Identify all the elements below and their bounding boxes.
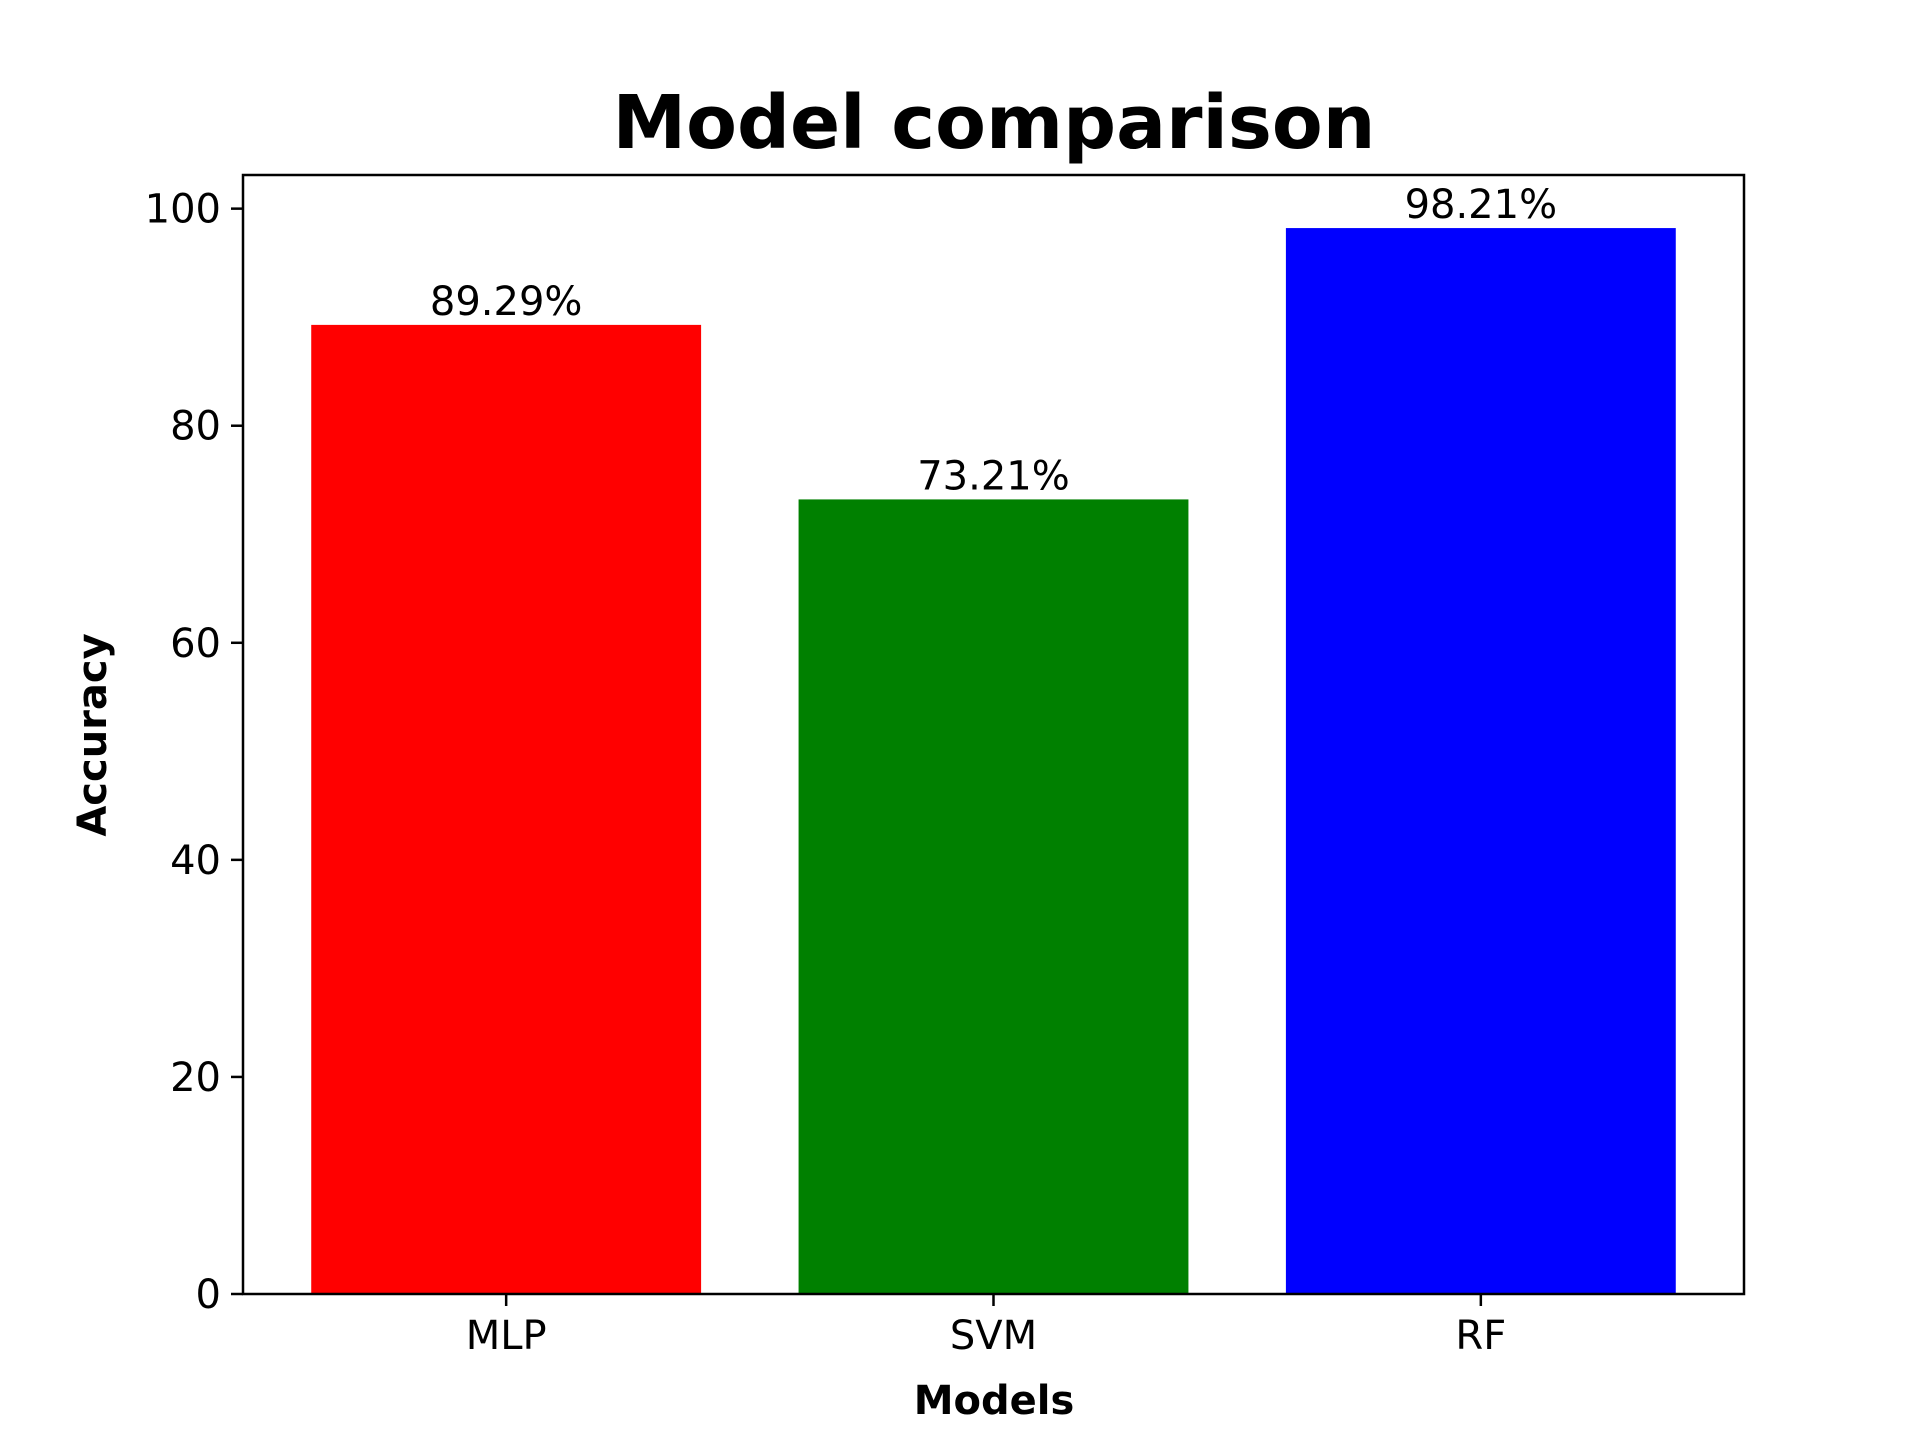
data-label-rf: 98.21% — [1405, 182, 1558, 228]
y-axis-label: Accuracy — [70, 633, 116, 836]
x-tick-label-mlp: MLP — [466, 1313, 547, 1359]
data-label-svm: 73.21% — [917, 453, 1070, 499]
y-tick-label: 20 — [170, 1055, 221, 1101]
bar-mlp — [311, 324, 702, 1294]
y-tick-label: 60 — [170, 621, 221, 667]
bar-rf — [1285, 228, 1676, 1294]
y-tick-label: 80 — [170, 404, 221, 450]
x-axis-label: Models — [914, 1378, 1075, 1424]
chart-title: Model comparison — [613, 80, 1376, 166]
x-tick-label-svm: SVM — [950, 1313, 1037, 1359]
data-labels-layer: 89.29% 73.21% 98.21% — [430, 182, 1557, 499]
y-tick-label: 0 — [196, 1272, 221, 1318]
y-tick-label: 100 — [145, 187, 221, 233]
data-label-mlp: 89.29% — [430, 279, 583, 325]
bars-layer — [311, 228, 1676, 1294]
x-tick-label-rf: RF — [1455, 1313, 1506, 1359]
bar-svm — [798, 499, 1189, 1294]
y-tick-label: 40 — [170, 838, 221, 884]
y-axis: 0 20 40 60 80 100 — [145, 187, 243, 1318]
x-axis: MLP SVM RF — [466, 1294, 1506, 1359]
